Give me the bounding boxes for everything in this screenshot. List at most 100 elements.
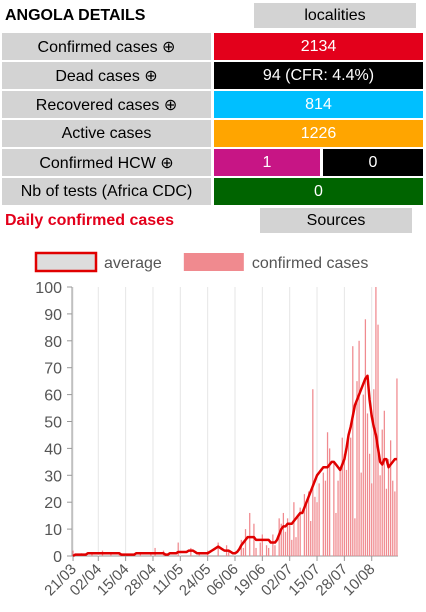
y-tick-label: 30	[44, 468, 62, 485]
bar	[295, 537, 297, 556]
bar	[154, 547, 156, 556]
y-tick-label: 70	[44, 361, 62, 378]
x-tick-label: 02/04	[67, 561, 106, 600]
bar	[371, 483, 373, 556]
row-value: 814	[214, 91, 423, 118]
bar	[366, 413, 369, 556]
bar	[139, 553, 141, 556]
bar	[390, 440, 392, 556]
row-label: Dead cases ⊕	[2, 62, 211, 89]
row-value: 0	[323, 149, 423, 176]
legend-label: average	[104, 255, 162, 272]
bar	[242, 547, 245, 556]
bar	[198, 553, 200, 556]
chart-title: Daily confirmed cases	[5, 211, 174, 229]
row-label: Recovered cases ⊕	[2, 91, 211, 118]
bar	[225, 545, 228, 556]
row-label: Nb of tests (Africa CDC)	[2, 178, 211, 205]
bar	[360, 472, 362, 556]
x-tick-label: 28/07	[313, 561, 352, 600]
bar	[240, 539, 242, 556]
bar	[303, 494, 306, 556]
bar	[362, 394, 364, 556]
bar	[299, 507, 301, 556]
bar	[375, 287, 377, 556]
bar	[274, 545, 276, 556]
y-tick-label: 10	[44, 522, 62, 539]
bar	[297, 515, 299, 556]
bar	[291, 539, 293, 556]
bar	[329, 448, 331, 556]
y-tick-label: 90	[44, 307, 62, 324]
bar	[358, 340, 360, 556]
x-tick-label: 06/06	[203, 561, 242, 600]
bar	[385, 488, 388, 556]
legend-label: confirmed cases	[252, 255, 369, 272]
x-tick-label: 15/07	[285, 561, 324, 600]
y-tick-label: 20	[44, 495, 62, 512]
bar	[333, 461, 335, 556]
bar	[379, 475, 381, 556]
row-value: 94 (CFR: 4.4%)	[214, 62, 423, 89]
page-title: ANGOLA DETAILS	[5, 6, 146, 24]
bar	[244, 529, 247, 556]
bar	[356, 381, 358, 556]
bar	[278, 518, 280, 556]
localities-button[interactable]: localities	[254, 3, 416, 28]
bar	[347, 434, 350, 556]
bar	[228, 550, 230, 556]
bar	[341, 437, 343, 556]
bar	[284, 531, 287, 556]
bar	[118, 553, 120, 556]
bar	[335, 512, 337, 556]
bar	[268, 547, 270, 556]
x-tick-label: 02/07	[258, 561, 297, 600]
bar	[387, 459, 390, 556]
bar	[282, 512, 285, 556]
bar	[272, 534, 274, 556]
bar	[162, 550, 165, 556]
bar	[259, 542, 261, 556]
bar	[354, 518, 356, 556]
bar	[190, 547, 192, 556]
x-tick-label: 21/03	[41, 561, 80, 600]
bar	[322, 472, 324, 556]
bar	[310, 521, 312, 556]
sources-button[interactable]: Sources	[260, 208, 412, 233]
bar	[286, 518, 289, 556]
x-tick-label: 11/05	[149, 561, 187, 599]
y-tick-label: 0	[53, 549, 62, 566]
bar	[396, 378, 398, 556]
bar	[352, 346, 354, 556]
bar	[343, 453, 345, 556]
bar	[261, 534, 263, 556]
bar	[326, 432, 329, 556]
bar	[392, 480, 394, 556]
y-tick-label: 80	[44, 334, 62, 351]
y-tick-label: 50	[44, 415, 62, 432]
bar	[150, 553, 152, 556]
bar	[249, 512, 251, 556]
bar	[350, 437, 352, 556]
bar	[207, 550, 209, 556]
bar	[80, 553, 83, 556]
bar	[289, 523, 291, 556]
bar	[345, 469, 348, 556]
bar	[368, 453, 371, 556]
bar	[72, 550, 74, 556]
y-tick-label: 40	[44, 441, 62, 458]
bar	[381, 429, 383, 556]
bar	[339, 469, 341, 556]
bar	[324, 480, 327, 556]
x-tick-label: 24/05	[176, 561, 215, 600]
legend-swatch	[34, 251, 98, 273]
bar	[280, 523, 282, 556]
bar	[364, 319, 367, 556]
row-value: 1226	[214, 120, 423, 147]
bar	[316, 502, 318, 556]
row-value: 1	[214, 149, 320, 176]
x-tick-label: 19/06	[231, 561, 270, 600]
row-label: Active cases	[2, 120, 211, 147]
bar	[337, 480, 339, 556]
